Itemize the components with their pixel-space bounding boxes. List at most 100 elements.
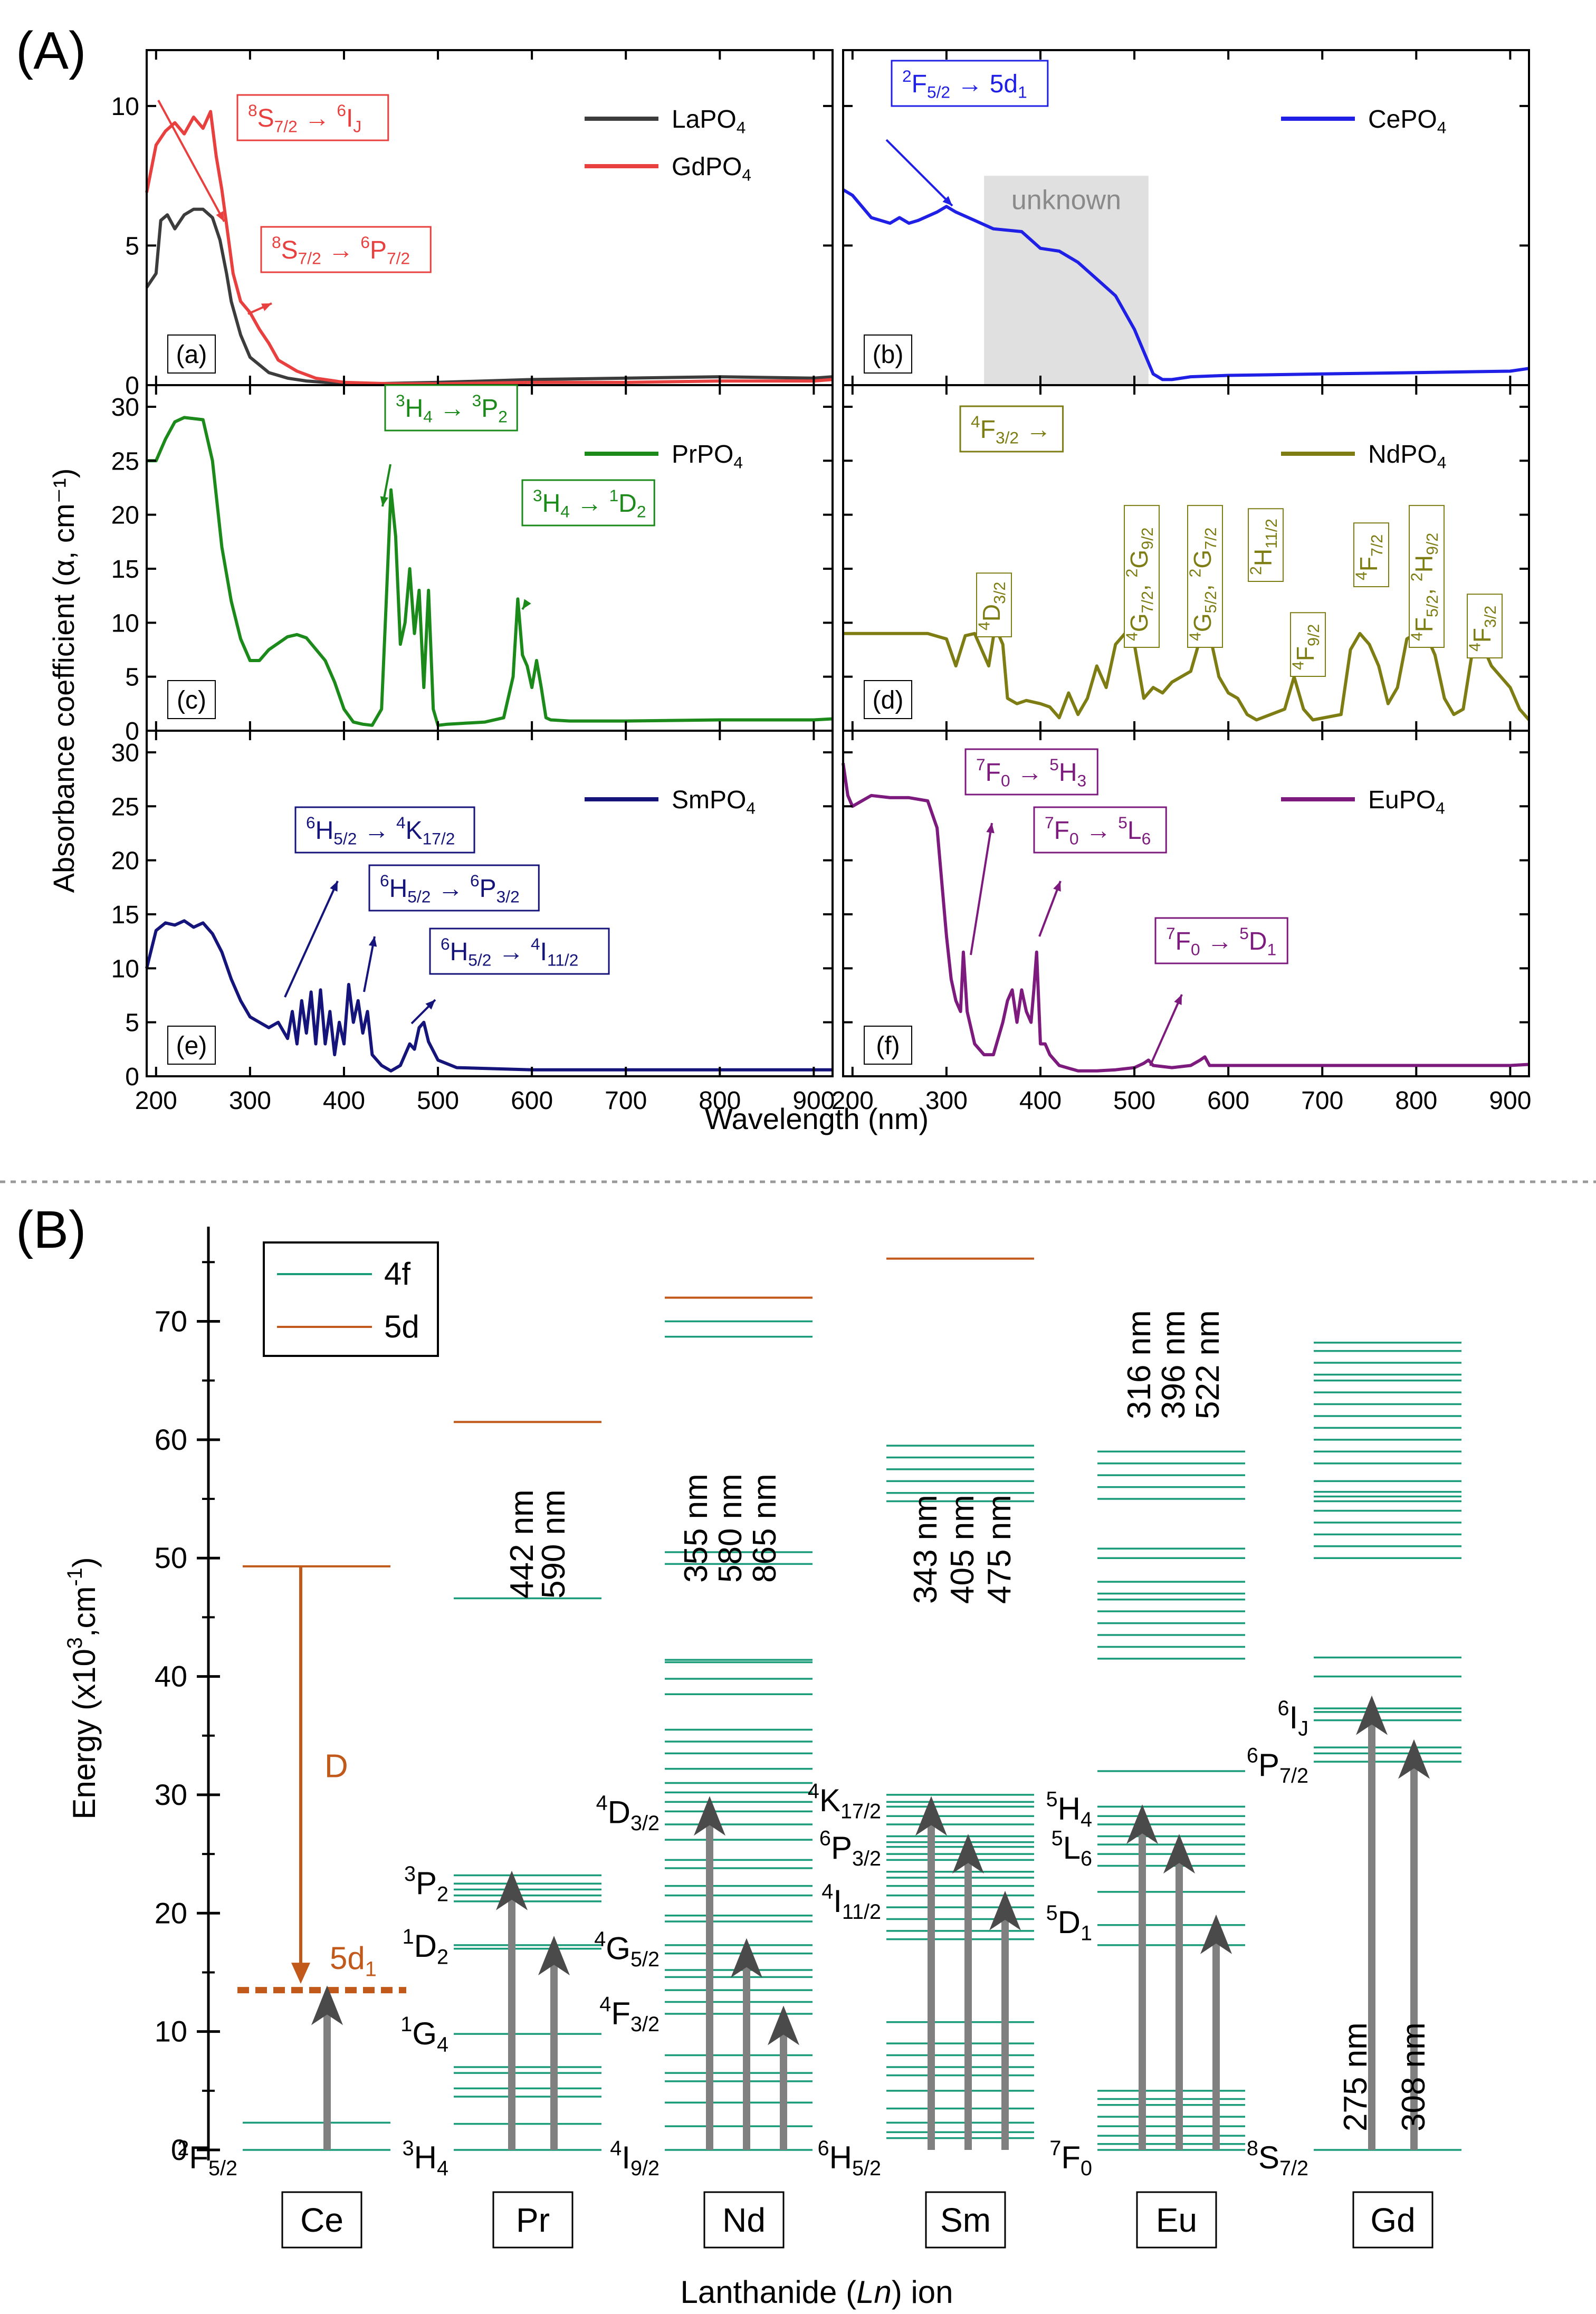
annotations-f: 7F0 → 5H3 7F0 → 5L6 7F0 → 5D1 (964, 748, 1288, 1066)
y-tick-label: 25 (111, 447, 139, 475)
nd-label-box (1290, 612, 1326, 677)
level-label: 4F3/2 (599, 1993, 660, 2036)
ground-state-label: 4I9/2 (610, 2137, 660, 2180)
series-line-Gd (145, 110, 833, 386)
annotation-label: 7F0 → 5H3 (976, 755, 1086, 790)
ion-name: Pr (516, 2201, 550, 2239)
level-label: 3P2 (404, 1862, 448, 1906)
series-line-Sm (145, 919, 833, 1073)
annotations-d: 4F3/2 → (959, 405, 1064, 453)
level-label: 6P3/2 (819, 1827, 881, 1870)
wavelength-label: 590 nm (536, 1489, 572, 1599)
x-tick-label: 700 (1301, 1087, 1343, 1115)
x-tick-label: 600 (511, 1087, 553, 1115)
excitation-arrowhead (915, 1796, 947, 1836)
annotation-label: 6H5/2 → 4I11/2 (441, 934, 578, 970)
annotation-arrowhead (1053, 881, 1061, 892)
annotation-arrowhead (942, 196, 952, 206)
x-tick-label: 300 (229, 1087, 271, 1115)
x-tick-label: 500 (417, 1087, 459, 1115)
level-label: 5D1 (1046, 1901, 1092, 1945)
energy-tick-label: 0 (171, 2133, 187, 2166)
ion-name-box (925, 2191, 1006, 2249)
level-label: 5H4 (1046, 1788, 1092, 1831)
x-tick-label: 700 (605, 1087, 647, 1115)
y-tick-label: 0 (125, 1063, 139, 1091)
level-label: 1D2 (403, 1925, 448, 1968)
annotation-box (959, 405, 1064, 453)
ion-name-box (703, 2191, 785, 2249)
annotations-e: 6H5/2 → 4K17/2 6H5/2 → 6P3/2 6H5/2 → 4I11/… (284, 806, 610, 1025)
annotation-label: 7F0 → 5D1 (1166, 924, 1276, 959)
ground-state-label: 3H4 (403, 2137, 448, 2180)
legend-label-4f: 4f (384, 1256, 410, 1292)
annotations-c: 3H4 → 3P2 3H4 → 1D2 (380, 384, 655, 610)
y-tick-label: 15 (111, 556, 139, 584)
decay-arrowhead (291, 1963, 310, 1984)
wavelength-label: 442 nm (504, 1489, 540, 1599)
annotation-box (429, 927, 610, 975)
plot-frame (842, 730, 1530, 1077)
spectra-panels: 0510(a)LaPO4GdPO4unknown(b)CePO405101520… (111, 49, 1531, 1115)
plot-frame (146, 730, 834, 1077)
x-tick-label: 600 (1207, 1087, 1249, 1115)
annotation-box (964, 748, 1098, 796)
level-label: 4G5/2 (594, 1927, 660, 1971)
subplot-tag-box (864, 334, 912, 374)
ion-name: Gd (1370, 2201, 1415, 2239)
y-tick-label: 0 (125, 718, 139, 745)
annotation-arrowhead (1174, 995, 1182, 1005)
wavelength-label: 475 nm (981, 1495, 1018, 1604)
x-tick-label: 200 (832, 1087, 874, 1115)
energy-tick-label: 60 (155, 1423, 187, 1456)
spectrum-panel-a: 0 5 10 (a) LaPO4 GdPO4 (111, 49, 834, 400)
level-label: 4I11/2 (821, 1880, 881, 1924)
wavelength-label: 308 nm (1396, 2022, 1432, 2131)
nd-level-label: 4G5/2, 2G7/2 (1187, 528, 1220, 641)
annotation-arrowhead (522, 599, 531, 609)
plot-frame (146, 384, 834, 732)
y-tick-label: 30 (111, 394, 139, 422)
annotations-a: 8S7/2 → 6IJ 8S7/2 → 6P7/2 (157, 94, 432, 315)
ground-state-label: 7F0 (1049, 2137, 1092, 2180)
y-tick-label: 20 (111, 847, 139, 875)
subplot-tag-box (864, 1026, 912, 1065)
wavelength-label: 343 nm (907, 1495, 944, 1604)
annotation-label: 3H4 → 3P2 (396, 391, 508, 426)
ion-name-box (1352, 2191, 1433, 2249)
level-5d1-label: 5d1 (330, 1940, 377, 1981)
excitation-arrowhead (731, 1938, 762, 1978)
ion-column-Ce: D 5d1 2F5/2 Ce (177, 1565, 406, 2249)
annotation-arrowhead (368, 936, 377, 947)
ion-name-box (492, 2191, 574, 2249)
x-tick-label: 800 (699, 1087, 741, 1115)
y-tick-label: 5 (125, 664, 139, 692)
subplot-tag: (a) (176, 341, 207, 369)
nd-level-label: 4D3/2 (976, 582, 1009, 630)
legend-label: SmPO4 (672, 786, 756, 818)
annotation-box (891, 60, 1049, 107)
subplot-tag: (b) (873, 341, 904, 369)
legend-label: LaPO4 (672, 106, 746, 137)
level-label: 1G4 (400, 2013, 448, 2056)
annotation-pointer (970, 823, 993, 955)
nd-label-box (1124, 505, 1160, 648)
annotation-box (521, 479, 655, 527)
annotation-pointer (157, 100, 225, 222)
ion-name: Nd (722, 2201, 766, 2239)
x-tick-label: 400 (323, 1087, 365, 1115)
panel-b-label: (B) (16, 1200, 86, 1259)
y-tick-label: 30 (111, 739, 139, 767)
legend-label-5d: 5d (384, 1309, 419, 1344)
excitation-arrowhead (1356, 1695, 1388, 1735)
annotation-pointer (885, 139, 953, 207)
wavelength-label: 580 nm (712, 1474, 749, 1583)
annotation-box (294, 806, 475, 854)
unknown-region (984, 176, 1149, 385)
y-tick-label: 25 (111, 793, 139, 821)
y-tick-label: 10 (111, 955, 139, 983)
energy-tick-label: 30 (155, 1778, 187, 1811)
